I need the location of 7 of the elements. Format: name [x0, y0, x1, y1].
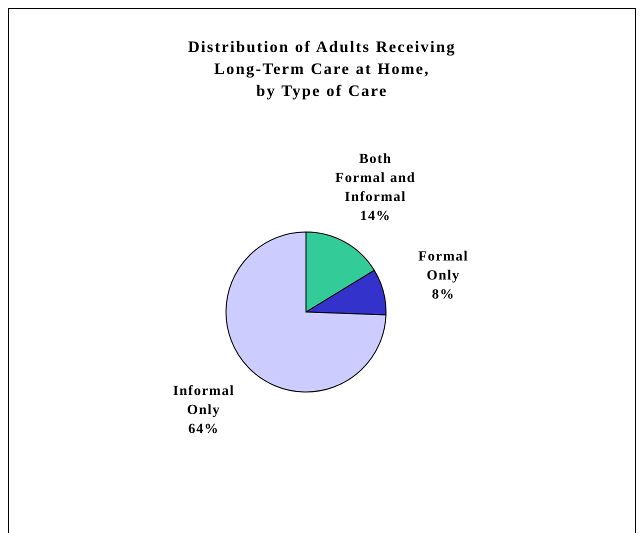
data-label: 14% — [360, 208, 391, 224]
slice-label: Informal Only — [172, 384, 235, 418]
data-label: 8% — [432, 287, 455, 302]
data-label: 64% — [188, 422, 220, 437]
slice-label: Formal Only — [418, 249, 469, 284]
slice-label: Both Formal and Informal — [335, 152, 416, 205]
chart-title: Distribution of Adults Receiving Long-Term Care at Home, by Type of Care — [186, 38, 457, 102]
